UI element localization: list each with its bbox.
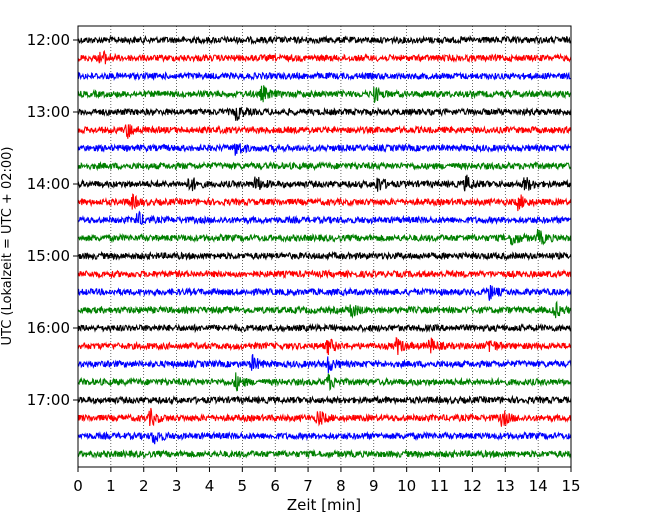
trace-line [77, 106, 572, 121]
trace-line [77, 300, 572, 319]
trace-line [77, 85, 572, 103]
x-tick-label: 13 [496, 477, 515, 495]
x-tick-label: 0 [73, 477, 83, 495]
x-tick-label: 4 [205, 477, 215, 495]
x-tick-label: 3 [172, 477, 182, 495]
y-tick-label: 13:00 [27, 103, 70, 121]
trace-line [77, 268, 572, 280]
trace-line [77, 160, 572, 172]
trace-line [77, 70, 572, 82]
trace-line [77, 284, 572, 301]
x-tick-label: 7 [303, 477, 313, 495]
x-tick-label: 15 [561, 477, 580, 495]
x-tick-label: 11 [430, 477, 449, 495]
y-tick-label: 17:00 [27, 391, 70, 409]
x-tick-label: 5 [238, 477, 248, 495]
trace-line [77, 336, 572, 356]
trace-line [77, 372, 572, 392]
x-axis-ticks: 0 1 2 3 4 5 6 7 8 9 10 11 12 13 14 15 [73, 467, 581, 495]
trace-line [77, 250, 572, 262]
y-axis-ticks: 12:00 13:00 14:00 15:00 16:00 17:00 [27, 31, 78, 409]
trace-line [77, 448, 572, 459]
y-axis-label: UTC (Lokalzeit = UTC + 02:00) [0, 147, 15, 346]
trace-line [77, 407, 572, 427]
x-tick-label: 1 [106, 477, 116, 495]
y-tick-label: 14:00 [27, 175, 70, 193]
x-tick-label: 10 [397, 477, 416, 495]
trace-line [77, 143, 572, 156]
trace-line [77, 49, 572, 65]
plot-frame [77, 25, 572, 468]
trace-line [77, 124, 572, 139]
x-tick-label: 2 [139, 477, 149, 495]
trace-line [77, 430, 572, 445]
seismogram-traces [77, 34, 572, 459]
y-tick-label: 15:00 [27, 247, 70, 265]
x-tick-label: 12 [463, 477, 482, 495]
trace-line [77, 210, 572, 226]
trace-line [77, 174, 572, 192]
trace-line [77, 193, 572, 212]
x-tick-label: 6 [270, 477, 280, 495]
trace-line [77, 322, 572, 334]
trace-line [77, 394, 572, 406]
x-axis-label: Zeit [min] [287, 496, 361, 514]
x-tick-label: 9 [369, 477, 379, 495]
y-tick-label: 12:00 [27, 31, 70, 49]
x-tick-label: 14 [529, 477, 548, 495]
trace-line [77, 229, 572, 246]
trace-line [77, 34, 572, 46]
y-tick-label: 16:00 [27, 319, 70, 337]
trace-line [77, 354, 572, 374]
x-tick-label: 8 [336, 477, 346, 495]
